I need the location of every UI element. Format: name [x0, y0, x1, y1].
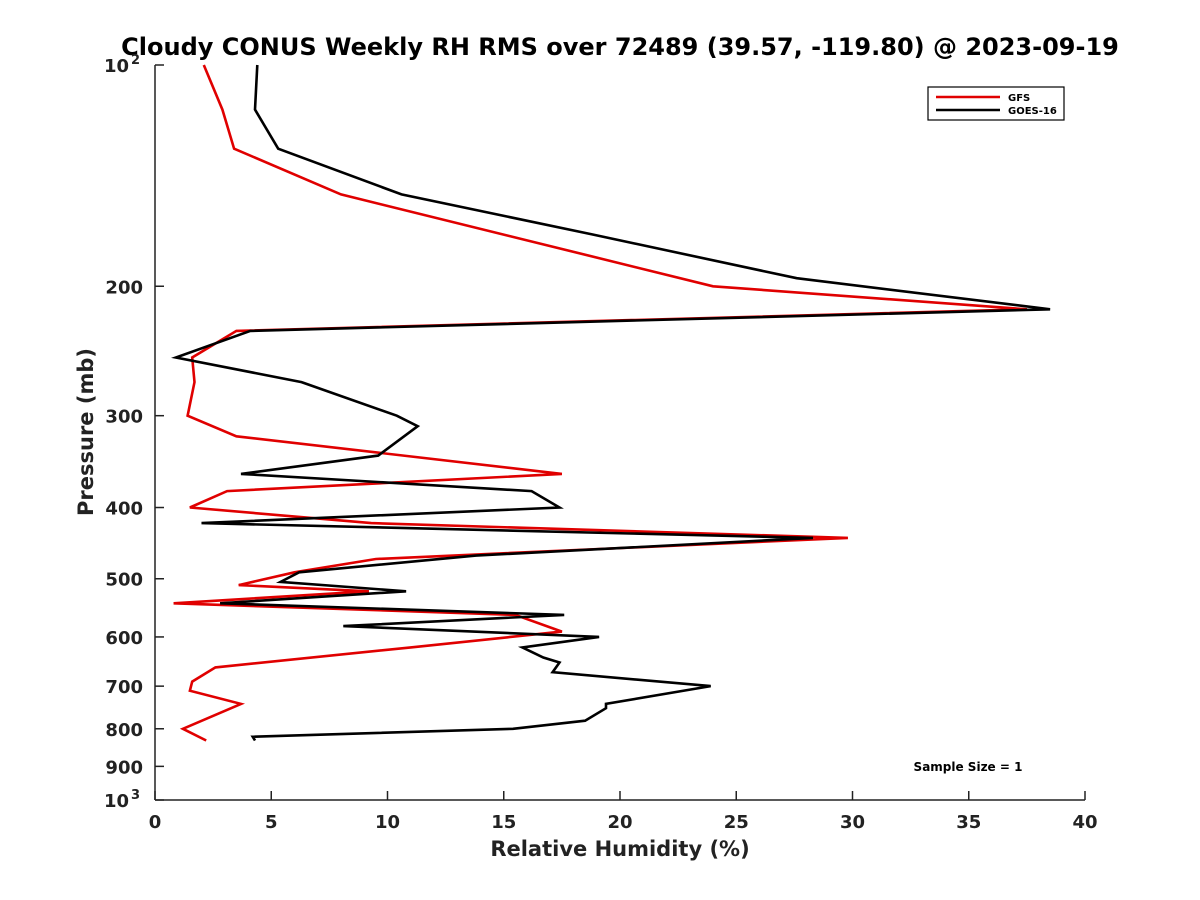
legend: GFS GOES-16	[927, 86, 1065, 121]
y-tick-label: 10	[104, 56, 129, 77]
legend-box	[927, 86, 1065, 121]
x-tick-label: 30	[840, 812, 865, 833]
sample-size-annotation: Sample Size = 1	[914, 760, 1023, 774]
y-tick-label: 200	[105, 277, 143, 298]
series-line-gfs	[173, 64, 1027, 742]
x-tick-label: 5	[265, 812, 278, 833]
legend-entry-goes16: GOES-16	[1008, 106, 1057, 117]
y-axis-label: Pressure (mb)	[74, 348, 98, 516]
y-tick-label: 700	[105, 677, 143, 698]
legend-entry-gfs: GFS	[1008, 93, 1030, 104]
x-tick-label: 40	[1072, 812, 1097, 833]
x-tick-label: 25	[724, 812, 749, 833]
y-tick-label: 400	[105, 499, 143, 520]
y-tick-exponent: 2	[131, 53, 140, 68]
x-ticks: 0 5 10 15 20 25 30 35 40	[149, 791, 1098, 833]
x-tick-label: 0	[149, 812, 162, 833]
x-axis-label: Relative Humidity (%)	[490, 837, 749, 861]
chart-title: Cloudy CONUS Weekly RH RMS over 72489 (3…	[121, 33, 1119, 61]
y-tick-label: 500	[105, 570, 143, 591]
y-tick-label: 600	[105, 628, 143, 649]
y-tick-label: 900	[105, 757, 143, 778]
series-line-goes16	[171, 64, 1051, 742]
x-tick-label: 20	[607, 812, 632, 833]
series-lines	[171, 64, 1051, 742]
y-tick-exponent: 3	[131, 788, 140, 803]
x-tick-label: 10	[375, 812, 400, 833]
plot-area: 0 5 10 15 20 25 30 35 40 10 220030040050060070080…	[104, 53, 1098, 833]
x-tick-label: 15	[491, 812, 516, 833]
y-tick-label: 800	[105, 720, 143, 741]
x-tick-label: 35	[956, 812, 981, 833]
y-tick-label: 300	[105, 407, 143, 428]
y-tick-label: 10	[104, 791, 129, 812]
